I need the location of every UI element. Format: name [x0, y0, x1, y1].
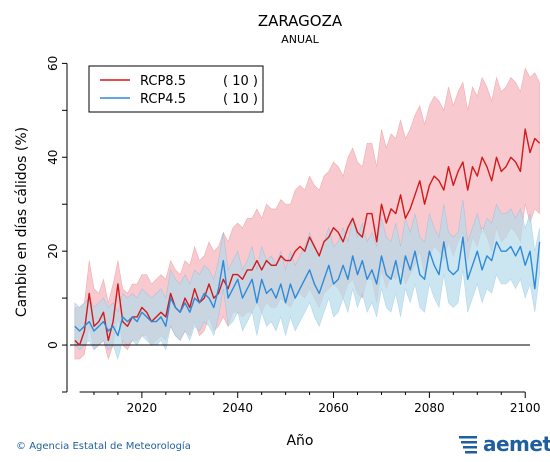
line-rcp45 [74, 236, 541, 337]
line-rcp85 [74, 128, 541, 346]
x-tick-label: 2080 [414, 401, 445, 415]
y-axis-title: Cambio en días cálidos (%) [14, 127, 30, 317]
x-tick-label: 2100 [510, 401, 541, 415]
aemet-logo-text: aemet [483, 432, 550, 456]
legend-box [88, 65, 264, 113]
credit-text: Agencia Estatal de Meteorología [29, 441, 191, 452]
aemet-logo: aemet [457, 432, 550, 458]
y-axis: 0 20 40 60 [46, 56, 68, 393]
x-tick-label: 2060 [318, 401, 349, 415]
aemet-logo-icon [459, 436, 477, 454]
x-tick-label: 2020 [127, 401, 158, 415]
legend-count-rcp85: ( 10 ) [223, 74, 258, 89]
y-tick-label: 0 [46, 341, 60, 349]
legend-count-rcp45: ( 10 ) [223, 92, 258, 107]
legend-label-rcp45: RCP4.5 [140, 92, 186, 107]
copyright-symbol: © [16, 441, 26, 452]
x-axis-title: Año [286, 433, 313, 449]
chart-subtitle: ANUAL [281, 33, 319, 46]
band-rcp45 [74, 199, 540, 361]
y-tick-label: 40 [46, 150, 60, 165]
legend-label-rcp85: RCP8.5 [140, 74, 186, 89]
x-tick-label: 2040 [222, 401, 253, 415]
x-axis: 2020 2040 2060 2080 2100 [79, 391, 541, 415]
uncertainty-bands [74, 67, 540, 361]
series-lines [74, 128, 541, 346]
y-tick-label: 60 [46, 56, 60, 71]
footer-credit: © Agencia Estatal de Meteorología [16, 441, 191, 452]
legend: RCP8.5 ( 10 ) RCP4.5 ( 10 ) [88, 65, 264, 113]
chart-title: ZARAGOZA [258, 12, 343, 30]
y-tick-label: 20 [46, 244, 60, 259]
